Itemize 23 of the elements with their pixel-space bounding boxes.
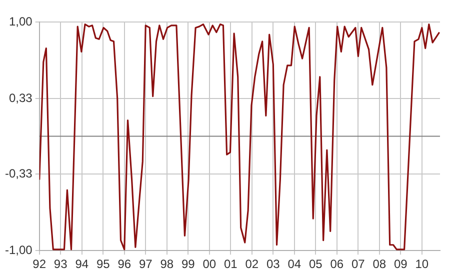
x-tick-label: 95 [96, 257, 110, 272]
x-tick-label: 97 [138, 257, 153, 272]
x-tick-label: 94 [75, 257, 89, 272]
y-tick-label: -0,33 [4, 166, 33, 180]
y-tick-label: -1,00 [4, 242, 33, 257]
x-tick-label: 06 [330, 257, 344, 272]
x-tick-label: 93 [54, 257, 68, 272]
y-tick-label: 0,33 [8, 90, 33, 105]
x-tick-label: 96 [118, 257, 132, 272]
x-tick-label: 00 [202, 257, 216, 272]
x-tick-label: 98 [160, 257, 174, 272]
x-tick-label: 07 [351, 257, 366, 272]
x-tick-label: 92 [32, 257, 46, 272]
x-tick-label: 08 [372, 257, 386, 272]
x-tick-label: 04 [288, 257, 302, 272]
x-tick-label: 02 [245, 257, 259, 272]
x-tick-label: 01 [224, 257, 238, 272]
x-tick-label: 05 [308, 257, 323, 272]
x-tick-label: 10 [415, 257, 429, 272]
x-tick-label: 03 [266, 257, 280, 272]
x-tick-label: 99 [181, 257, 196, 272]
y-tick-label: 1,00 [8, 14, 33, 28]
x-tick-label: 09 [394, 257, 408, 272]
